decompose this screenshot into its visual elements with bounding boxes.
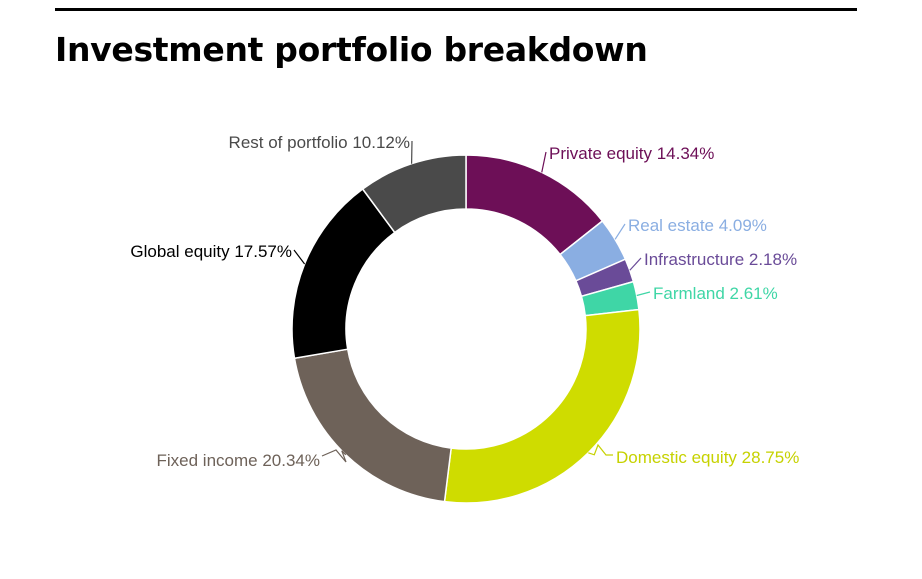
slice-label-private-equity: Private equity 14.34% [549, 144, 714, 163]
leader-lines-layer [293, 140, 651, 463]
leader-line-global-equity [293, 249, 306, 265]
top-rule [55, 8, 857, 11]
slice-label-real-estate: Real estate 4.09% [628, 216, 767, 235]
slices-layer [291, 154, 641, 504]
slice-label-domestic-equity: Domestic equity 28.75% [616, 448, 799, 467]
slice-fixed-income [293, 348, 453, 503]
leader-line-real-estate [614, 223, 626, 240]
leader-line-private-equity [541, 151, 547, 173]
slice-label-rest-of-portfolio: Rest of portfolio 10.12% [229, 133, 410, 152]
slice-label-infrastructure: Infrastructure 2.18% [644, 250, 797, 269]
slice-label-fixed-income: Fixed income 20.34% [157, 451, 320, 470]
chart-title: Investment portfolio breakdown [55, 30, 648, 69]
slice-domestic-equity [443, 308, 641, 504]
slice-rest-of-portfolio [361, 154, 467, 234]
slice-label-global-equity: Global equity 17.57% [130, 242, 292, 261]
slice-global-equity [291, 187, 396, 360]
leader-line-domestic-equity [588, 443, 613, 456]
leader-line-infrastructure [629, 257, 642, 271]
slice-label-farmland: Farmland 2.61% [653, 284, 778, 303]
slice-labels-layer: Private equity 14.34% Real estate 4.09% In… [130, 133, 799, 470]
leader-line-fixed-income [321, 449, 347, 463]
leader-line-farmland [636, 291, 651, 297]
